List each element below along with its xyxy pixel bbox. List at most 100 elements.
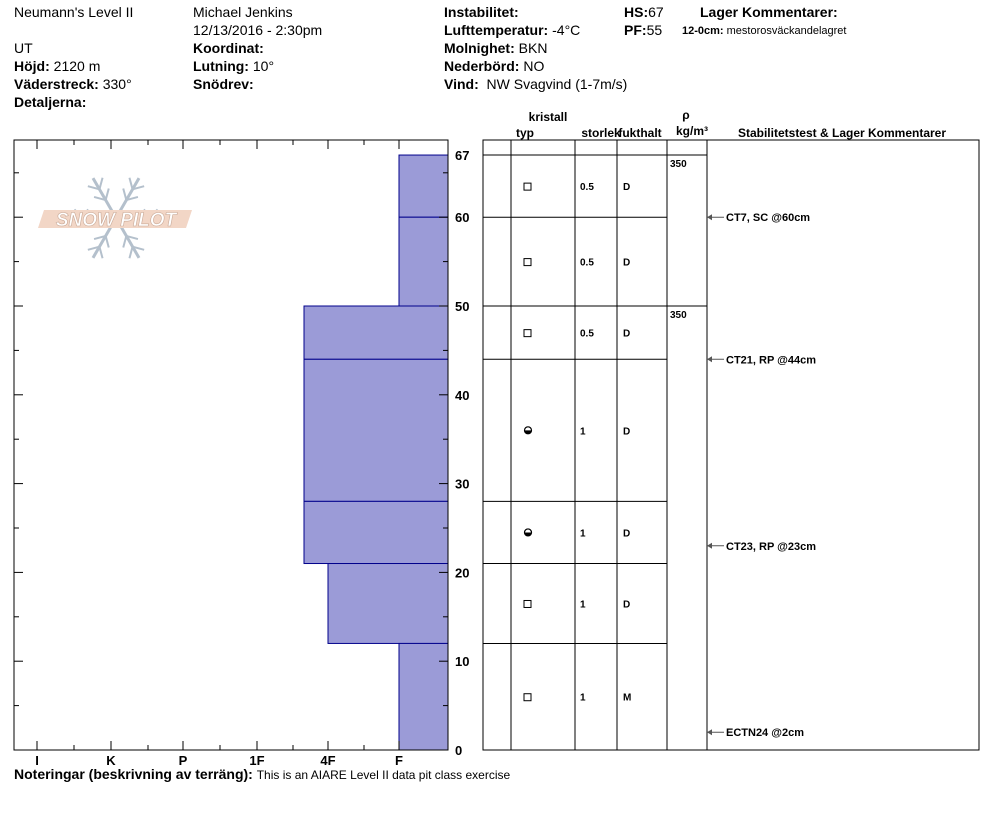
snowflake-branch — [126, 234, 139, 240]
snowflake-branch — [98, 246, 104, 259]
elevation-row: Höjd: 2120 m — [14, 57, 100, 75]
depth-tick-label: 40 — [455, 388, 469, 403]
snowflake-branch — [104, 188, 110, 201]
snowflake-branch — [93, 196, 106, 202]
hardness-tick-label: 4F — [320, 753, 335, 768]
coordinate-row: Koordinat: — [193, 39, 264, 57]
snowflake-branch — [87, 245, 100, 251]
hs-value: 67 — [648, 4, 664, 20]
hardness-layer-bar — [303, 358, 449, 502]
logo-banner — [38, 210, 192, 228]
hardness-layer-bar — [398, 154, 449, 218]
stability-test-arrowhead — [707, 356, 712, 363]
moisture-value: D — [623, 528, 630, 539]
hardness-tick-label: K — [106, 753, 116, 768]
snowflake-branch — [98, 177, 104, 190]
pf-value: 55 — [646, 22, 663, 38]
stability-test-label: CT23, RP @23cm — [726, 541, 816, 553]
notes-label: Noteringar (beskrivning av terräng): — [14, 766, 253, 782]
precip-value: NO — [523, 58, 545, 74]
grain-symbol — [523, 599, 532, 608]
stability-test-label: CT7, SC @60cm — [726, 212, 810, 224]
grain-symbol-fill — [524, 532, 532, 536]
layer-comments-title: Lager Kommentarer: — [700, 3, 838, 21]
depth-axis: 0 10 20 30 40 50 60 67 — [14, 148, 469, 758]
hardness-axis: I K P 1F 4F F — [35, 140, 403, 768]
logo-text: SNOW PILOT — [56, 210, 178, 231]
pf-row: PF:55 — [624, 21, 662, 39]
grain-size: 1 — [580, 528, 586, 539]
sky-value: BKN — [518, 40, 548, 56]
rho-header: ρ — [682, 108, 689, 122]
coordinate-label: Koordinat: — [193, 40, 264, 56]
wind-row: Vind: NW Svagvind (1-7m/s) — [444, 75, 627, 93]
wind-loading-label: Snödrev: — [193, 76, 254, 92]
precip-label: Nederbörd: — [444, 58, 520, 74]
grain-symbol-fill — [524, 430, 532, 434]
observer: Michael Jenkins — [193, 4, 293, 20]
air-temp-value: -4°C — [552, 22, 581, 38]
grain-size: 1 — [580, 426, 586, 437]
depth-tick-label: 20 — [455, 565, 469, 580]
hardness-plot-frame — [13, 139, 449, 751]
pf-label: PF: — [624, 22, 647, 38]
hardness-tick-label: F — [395, 753, 403, 768]
snowflake-branch — [128, 177, 134, 190]
stability-test-arrowhead — [707, 214, 712, 221]
details-label: Detaljerna: — [14, 94, 87, 110]
instability-row: Instabilitet: — [444, 3, 519, 21]
slope-value: 10° — [252, 58, 275, 74]
size-header: storlek — [581, 126, 621, 140]
density-value: 350 — [670, 159, 687, 170]
hardness-tick-label: P — [179, 753, 188, 768]
wind-loading-row: Snödrev: — [193, 75, 254, 93]
snowflake-branch — [122, 235, 128, 248]
depth-tick-label: 30 — [455, 477, 469, 492]
snowflake-branch — [104, 235, 110, 248]
elevation-value: 2120 m — [53, 58, 101, 74]
grain-size: 1 — [580, 693, 586, 704]
grain-size: 0.5 — [580, 329, 594, 340]
hardness-layer-bar — [303, 305, 449, 360]
hs-row: HS:67 — [624, 3, 664, 21]
notes-row: Noteringar (beskrivning av terräng): Thi… — [14, 766, 510, 782]
hardness-tick-label: I — [35, 753, 39, 768]
details-row: Detaljerna: — [14, 93, 86, 111]
layer-comment-row: 12-0cm: mestorosväckandelagret — [682, 22, 846, 40]
grain-symbol — [523, 182, 532, 191]
grain-size: 0.5 — [580, 182, 594, 193]
snowflake-branch — [87, 185, 100, 191]
elevation-label: Höjd: — [14, 58, 50, 74]
moisture-value: D — [623, 599, 630, 610]
depth-tick-label: 0 — [455, 743, 462, 758]
snowflake-branch — [132, 185, 145, 191]
snowflake-branch — [122, 188, 128, 201]
moisture-value: D — [623, 182, 630, 193]
stability-test-arrowhead — [707, 729, 712, 736]
layer-comment-key: 12-0cm: — [682, 25, 724, 37]
hardness-tick-label: 1F — [249, 753, 264, 768]
notes-text: This is an AIARE Level II data pit class… — [256, 768, 511, 782]
table-frame — [482, 139, 980, 751]
stability-header: Stabilitetstest & Lager Kommentarer — [738, 126, 946, 140]
layer-comments-label: Lager Kommentarer: — [700, 4, 838, 20]
moisture-value: D — [623, 329, 630, 340]
snowflake-branch — [126, 196, 139, 202]
depth-tick-label: 10 — [455, 654, 469, 669]
wind-label: Vind: — [444, 76, 479, 92]
depth-tick-label: 50 — [455, 299, 469, 314]
moisture-value: D — [623, 258, 630, 269]
sky-row: Molnighet: BKN — [444, 39, 547, 57]
moisture-header: fukthalt — [618, 126, 661, 140]
hardness-layer-bar — [398, 642, 449, 751]
wind-value: NW Svagvind (1-7m/s) — [486, 76, 628, 92]
state: UT — [14, 40, 33, 56]
grain-symbol — [523, 693, 532, 702]
layer-comment-text: mestorosväckandelagret — [726, 25, 847, 37]
sky-label: Molnighet: — [444, 40, 515, 56]
snow-profile-chart: SNOW PILOT I K P 1F 4F F 0 10 20 30 40 50 60 67 kris… — [13, 108, 980, 768]
hardness-layer-bar — [303, 500, 449, 565]
aspect-row: Väderstreck: 330° — [14, 75, 132, 93]
air-temp-label: Lufttemperatur: — [444, 22, 549, 38]
